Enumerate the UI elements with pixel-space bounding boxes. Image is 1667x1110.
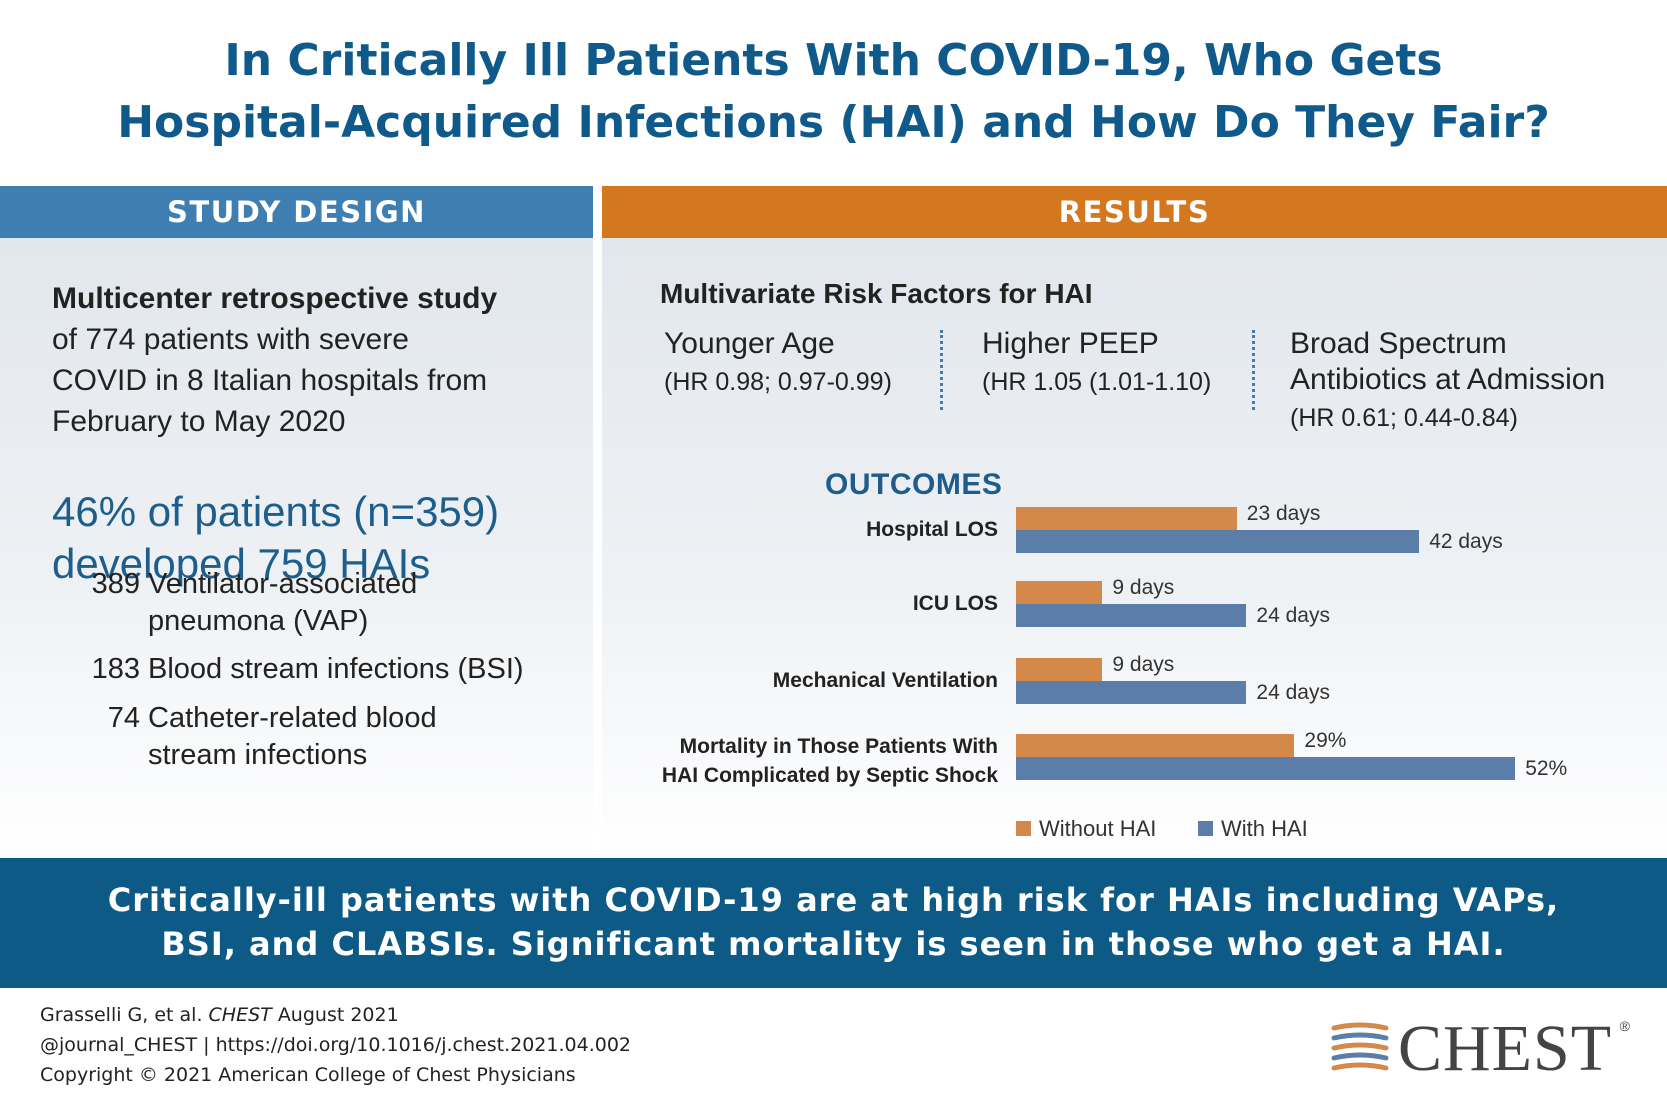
chest-logo-mark-icon (1331, 1022, 1389, 1071)
risk-factor-divider (1252, 330, 1255, 410)
bar-mortality-septic-shock-with-hai (1016, 757, 1516, 780)
data-label-icu-los-without-hai: 9 days (1112, 576, 1175, 599)
risk-factor-name: Higher PEEP (982, 327, 1159, 360)
hai-type-label: Blood stream infections (BSI) (148, 651, 578, 688)
legend-swatch (1016, 821, 1031, 837)
legend-swatch (1198, 821, 1213, 837)
study-line: February to May 2020 (52, 405, 346, 438)
risk-factor-name: Younger Age (664, 327, 835, 360)
key-finding-line: developed 759 HAIs (52, 540, 431, 587)
conclusion-line: Critically-ill patients with COVID-19 ar… (107, 881, 1560, 919)
bar-icu-los-without-hai (1016, 581, 1103, 604)
study-type: Multicenter retrospective study (52, 282, 498, 315)
registered-mark: ® (1619, 1018, 1630, 1034)
hai-type-label: Ventilator-associated pneumona (VAP) (148, 566, 578, 640)
bar-mechanical-ventilation-without-hai (1016, 658, 1103, 681)
legend-label: With HAI (1221, 816, 1308, 841)
category-label-hospital-los: Hospital LOS (608, 515, 998, 544)
risk-factors-title: Multivariate Risk Factors for HAI (660, 278, 1093, 309)
citation: Grasselli G, et al. CHEST August 2021 @j… (40, 1000, 631, 1090)
data-label-mortality-septic-shock-with-hai: 52% (1525, 757, 1568, 780)
title-line-1: In Critically Ill Patients With COVID-19… (224, 35, 1443, 86)
bar-hospital-los-with-hai (1016, 530, 1420, 553)
conclusion-text: Critically-ill patients with COVID-19 ar… (0, 878, 1667, 966)
bar-icu-los-with-hai (1016, 604, 1247, 627)
citation-line-1: Grasselli G, et al. CHEST August 2021 (40, 1000, 631, 1030)
citation-line-2: @journal_CHEST | https://doi.org/10.1016… (40, 1034, 631, 1056)
category-label-line: HAI Complicated by Septic Shock (661, 764, 998, 787)
legend-item-without-hai: Without HAI (1016, 816, 1156, 842)
category-label-mortality-septic-shock: Mortality in Those Patients With HAI Comp… (608, 732, 998, 790)
study-description: Multicenter retrospective study of 774 p… (52, 278, 572, 442)
data-label-mortality-septic-shock-without-hai: 29% (1304, 729, 1347, 752)
data-label-hospital-los-with-hai: 42 days (1429, 530, 1503, 553)
legend-item-with-hai: With HAI (1198, 816, 1308, 842)
bar-mortality-septic-shock-without-hai (1016, 734, 1295, 757)
study-design-panel: Multicenter retrospective study of 774 p… (0, 238, 593, 858)
conclusion-band (0, 858, 1667, 988)
category-label-line: ICU LOS (912, 592, 998, 615)
hai-type-line: Blood stream infections (BSI) (148, 653, 524, 685)
risk-factor: Broad Spectrum Antibiotics at Admission … (1290, 326, 1605, 436)
study-line: of 774 patients with severe (52, 323, 409, 356)
hai-type-label: Catheter-related blood stream infections (148, 700, 578, 774)
risk-factor-hr: (HR 1.05 (1.01-1.10) (982, 368, 1212, 396)
risk-factor: Higher PEEP (HR 1.05 (1.01-1.10) (982, 326, 1211, 400)
hai-count: 389 (91, 568, 140, 600)
citation-journal: CHEST (208, 1004, 272, 1026)
data-label-mechanical-ventilation-without-hai: 9 days (1112, 653, 1175, 676)
risk-factor: Younger Age (HR 0.98; 0.97-0.99) (664, 326, 892, 400)
category-label-icu-los: ICU LOS (608, 589, 998, 618)
hai-count: 183 (91, 653, 140, 685)
risk-factor-name: Antibiotics at Admission (1290, 363, 1606, 396)
infographic-title: In Critically Ill Patients With COVID-19… (0, 30, 1667, 154)
chest-logo-text: CHEST (1398, 1012, 1613, 1085)
citation-date: August 2021 (277, 1004, 399, 1026)
category-label-line: Mechanical Ventilation (772, 669, 998, 692)
risk-factor-hr: (HR 0.61; 0.44-0.84) (1290, 404, 1518, 432)
results-header: RESULTS (602, 186, 1667, 238)
bar-hospital-los-without-hai (1016, 507, 1237, 530)
hai-count: 74 (107, 702, 140, 734)
data-label-icu-los-with-hai: 24 days (1256, 604, 1330, 627)
study-design-header: STUDY DESIGN (0, 186, 593, 238)
bar-mechanical-ventilation-with-hai (1016, 681, 1247, 704)
citation-line-3: Copyright © 2021 American College of Che… (40, 1064, 576, 1086)
risk-factor-name: Broad Spectrum (1290, 327, 1507, 360)
title-line-2: Hospital-Acquired Infections (HAI) and H… (117, 97, 1550, 148)
citation-authors: Grasselli G, et al. (40, 1004, 203, 1026)
legend-label: Without HAI (1039, 816, 1157, 841)
risk-factor-divider (940, 330, 943, 410)
category-label-line: Hospital LOS (866, 518, 998, 541)
data-label-mechanical-ventilation-with-hai: 24 days (1256, 681, 1330, 704)
risk-factor-hr: (HR 0.98; 0.97-0.99) (664, 368, 892, 396)
hai-type-line: stream infections (148, 739, 368, 771)
key-finding-line: 46% of patients (n=359) (52, 488, 500, 535)
category-label-line: Mortality in Those Patients With (679, 735, 998, 758)
key-finding: 46% of patients (n=359) developed 759 HA… (52, 486, 572, 590)
study-line: COVID in 8 Italian hospitals from (52, 364, 488, 397)
category-label-mechanical-ventilation: Mechanical Ventilation (608, 666, 998, 695)
hai-type-line: pneumona (VAP) (148, 605, 369, 637)
conclusion-line: BSI, and CLABSIs. Significant mortality … (161, 925, 1506, 963)
hai-type-line: Catheter-related blood (148, 702, 437, 734)
chest-logo: CHEST ® (1330, 1016, 1630, 1082)
data-label-hospital-los-without-hai: 23 days (1246, 502, 1321, 525)
outcomes-label: OUTCOMES (825, 468, 1003, 501)
hai-type-line: Ventilator-associated (148, 568, 418, 600)
